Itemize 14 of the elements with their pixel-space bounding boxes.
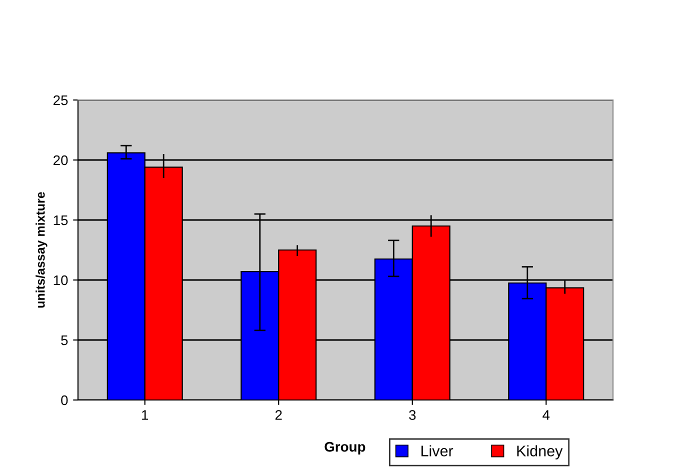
legend-label: Kidney (517, 445, 563, 460)
y-tick-label: 5 (61, 335, 68, 346)
y-tick-label: 0 (61, 395, 68, 406)
y-tick-label: 20 (54, 155, 68, 166)
y-tick-label: 25 (54, 95, 68, 106)
y-tick-label: 15 (54, 215, 68, 226)
x-tick-label: 3 (409, 410, 416, 420)
x-tick-label: 2 (275, 410, 282, 420)
x-tick-label: 1 (142, 410, 148, 420)
x-axis-title: Group (324, 442, 366, 454)
y-tick-label: 10 (54, 275, 68, 286)
x-tick-label: 4 (542, 410, 550, 420)
y-axis-title: units/assay mixture (36, 192, 48, 308)
legend-label: Liver (421, 445, 454, 456)
